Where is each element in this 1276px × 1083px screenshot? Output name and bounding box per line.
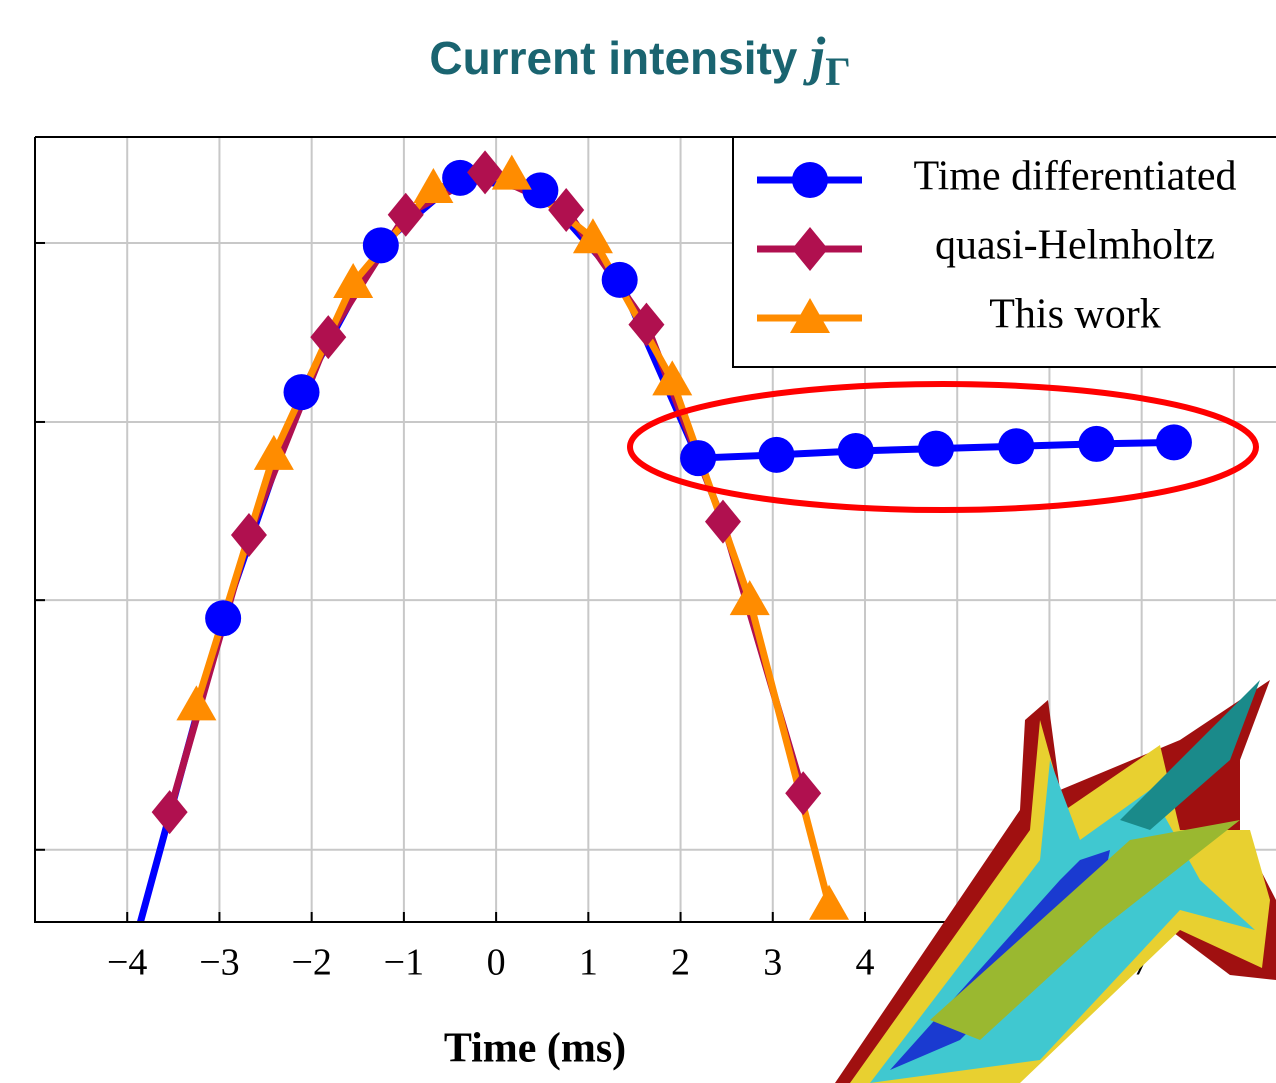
marker <box>809 885 849 920</box>
marker <box>1078 426 1114 462</box>
x-tick-label: 1 <box>579 942 598 984</box>
legend-label: Time differentiated <box>913 154 1236 200</box>
marker <box>205 600 241 636</box>
marker <box>522 172 558 208</box>
marker <box>785 771 821 815</box>
x-axis-label: Time (ms) <box>444 1026 626 1072</box>
x-tick-label: 2 <box>671 942 690 984</box>
page: Current intensity jΓ −4−3−2−1012345678 T… <box>0 0 1276 1083</box>
x-tick-label: 4 <box>856 942 875 984</box>
legend: Time differentiated quasi-Helmholtz This w… <box>733 137 1276 367</box>
marker <box>998 428 1034 464</box>
marker <box>231 513 267 557</box>
marker <box>792 162 828 198</box>
marker <box>918 431 954 467</box>
marker <box>838 433 874 469</box>
legend-label: This work <box>989 292 1161 338</box>
x-tick-label: −3 <box>199 942 239 984</box>
marker <box>730 580 770 615</box>
airplane-image <box>835 680 1276 1083</box>
x-tick-label: 3 <box>763 942 782 984</box>
x-tick-label: −1 <box>384 942 424 984</box>
x-tick-label: −4 <box>107 942 147 984</box>
title-subscript: Γ <box>825 49 850 94</box>
title-text: Current intensity <box>429 32 797 84</box>
x-tick-label: −2 <box>291 942 331 984</box>
marker <box>705 500 741 544</box>
marker <box>284 374 320 410</box>
chart-title: Current intensity jΓ <box>429 26 850 94</box>
marker <box>363 227 399 263</box>
marker <box>1156 424 1192 460</box>
title-symbol: j <box>802 26 826 86</box>
marker <box>152 790 188 834</box>
marker <box>680 440 716 476</box>
chart: Current intensity jΓ −4−3−2−1012345678 T… <box>0 0 1276 1083</box>
marker <box>758 437 794 473</box>
x-tick-label: 0 <box>487 942 506 984</box>
legend-label: quasi-Helmholtz <box>935 223 1215 269</box>
marker <box>602 262 638 298</box>
marker <box>176 685 216 720</box>
